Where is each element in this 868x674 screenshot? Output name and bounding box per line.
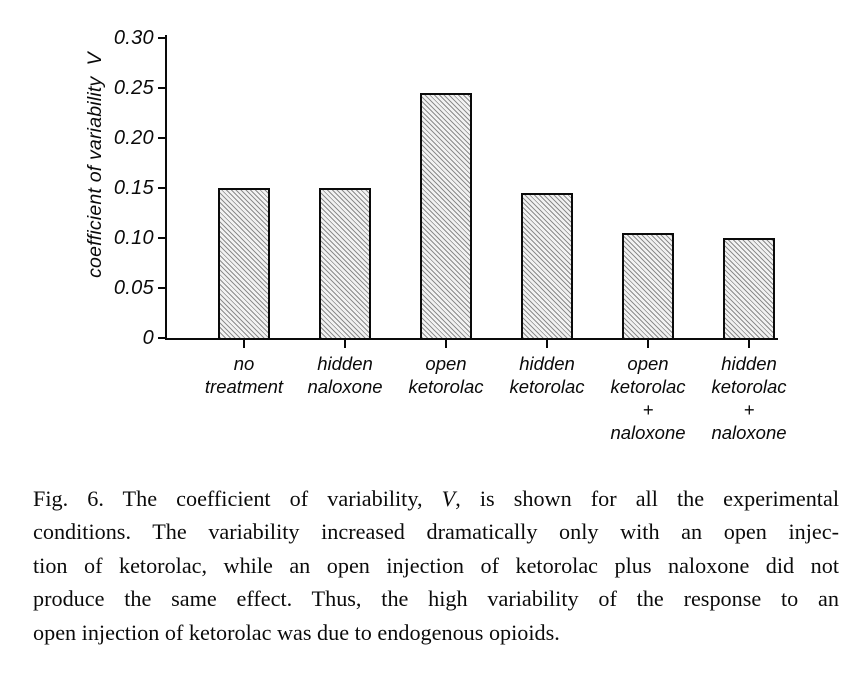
caption-line: open injection of ketorolac was due to e… [33, 616, 839, 649]
x-axis-tick [748, 340, 750, 348]
x-category-label-line: hidden [519, 353, 575, 374]
bar [319, 188, 371, 338]
figure-caption: Fig. 6. The coefficient of variability, … [33, 482, 839, 649]
x-category-label: hidden ketorolac + naloxone [684, 352, 814, 444]
y-axis-title: coefficient of variability V [84, 52, 106, 278]
x-category-label-line: naloxone [307, 376, 383, 397]
caption-text: Fig. 6. The coefficient of variability, [33, 486, 442, 511]
x-category-label: no treatment [179, 352, 309, 398]
y-axis-tick-label: 0.05 [113, 277, 154, 299]
y-axis-line [165, 35, 167, 340]
caption-text: conditions. The variability increased dr… [33, 519, 839, 545]
x-category-label: hidden naloxone [280, 352, 410, 398]
y-axis-tick-label: 0.20 [113, 127, 154, 149]
x-category-label-line: ketorolac [610, 376, 686, 397]
y-axis-tick-label: 0 [142, 327, 154, 349]
x-axis-line [165, 338, 778, 340]
y-axis-tick-label: 0.15 [113, 177, 154, 199]
bar [420, 93, 472, 338]
bar [218, 188, 270, 338]
y-axis-tick-label: 0.30 [113, 27, 154, 49]
x-category-label-line: open [425, 353, 467, 374]
y-axis-tick [158, 337, 166, 339]
caption-line: conditions. The variability increased dr… [33, 515, 839, 548]
bar [723, 238, 775, 338]
x-axis-tick [445, 340, 447, 348]
bar-chart: coefficient of variability V 0.30 0.25 0.2… [84, 27, 814, 444]
bar [622, 233, 674, 338]
x-category-label-line: ketorolac [711, 376, 787, 397]
x-category-label-line: hidden [317, 353, 373, 374]
x-category-label: hidden ketorolac [482, 352, 612, 398]
x-category-label-line: naloxone [610, 422, 686, 443]
x-category-label: open ketorolac [381, 352, 511, 398]
x-category-label-line: naloxone [711, 422, 787, 443]
caption-line: produce the same effect. Thus, the high … [33, 582, 839, 615]
x-axis-tick [546, 340, 548, 348]
caption-line: tion of ketorolac, while an open injecti… [33, 549, 839, 582]
x-category-label-line: treatment [204, 376, 284, 397]
x-category-label-line: + [642, 399, 654, 420]
x-axis-tick [344, 340, 346, 348]
y-axis-tick [158, 237, 166, 239]
y-axis-tick [158, 87, 166, 89]
y-axis-tick [158, 287, 166, 289]
bar [521, 193, 573, 338]
y-axis-tick-label: 0.25 [113, 77, 154, 99]
y-axis-tick [158, 187, 166, 189]
x-category-label-line: hidden [721, 353, 777, 374]
y-axis-tick [158, 37, 166, 39]
caption-text: V [441, 486, 456, 511]
caption-text: tion of ketorolac, while an open injecti… [33, 552, 839, 578]
caption-line: Fig. 6. The coefficient of variability, … [33, 482, 839, 515]
y-axis-tick [158, 137, 166, 139]
x-category-label: open ketorolac + naloxone [583, 352, 713, 444]
x-category-label-line: + [743, 399, 755, 420]
x-axis-tick [647, 340, 649, 348]
caption-text: produce the same effect. Thus, the high … [33, 586, 839, 612]
caption-text: open injection of ketorolac was due to e… [33, 619, 560, 645]
x-category-label-line: no [233, 353, 255, 374]
caption-text: , is shown for all the experimental [455, 486, 839, 511]
x-category-label-line: ketorolac [408, 376, 484, 397]
x-category-label-line: open [627, 353, 669, 374]
x-axis-tick [243, 340, 245, 348]
y-axis-tick-label: 0.10 [113, 227, 154, 249]
x-category-label-line: ketorolac [509, 376, 585, 397]
